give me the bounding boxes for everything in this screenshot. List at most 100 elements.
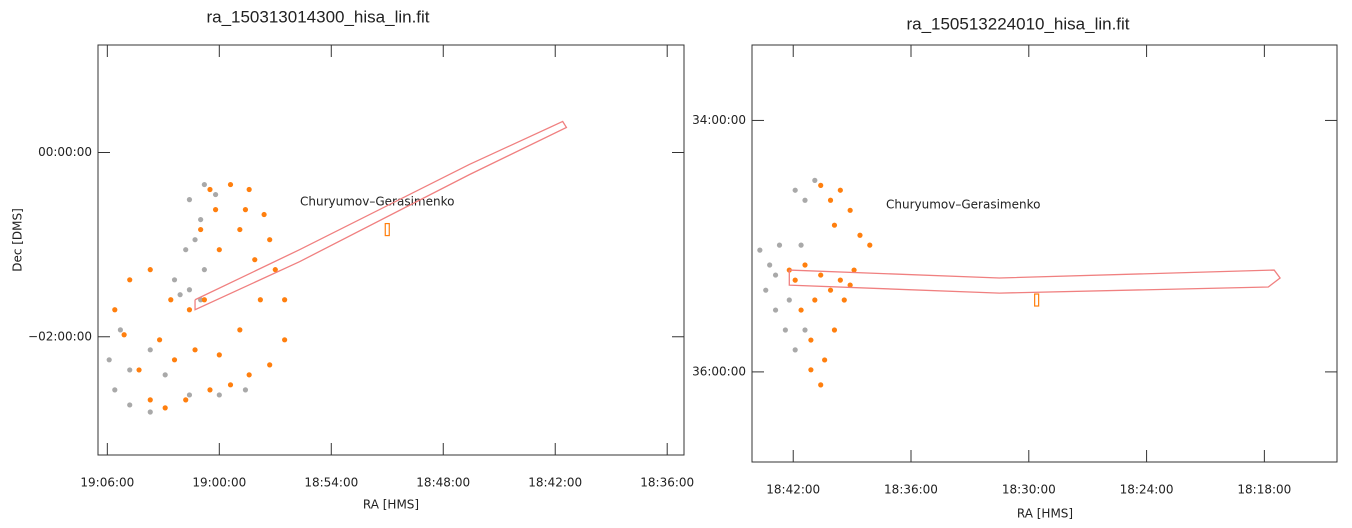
point xyxy=(851,267,857,273)
point xyxy=(186,392,193,398)
point xyxy=(282,297,288,303)
chart-title: ra_150513224010_hisa_lin.fit xyxy=(906,14,1129,33)
point xyxy=(272,267,278,273)
point xyxy=(261,211,267,218)
point xyxy=(201,181,207,188)
plot-frame xyxy=(97,44,685,456)
point xyxy=(252,257,258,263)
point xyxy=(207,387,213,393)
point xyxy=(227,382,234,388)
y-axis-label: Dec [DMS] xyxy=(11,208,25,272)
point xyxy=(186,287,193,293)
point xyxy=(183,247,189,253)
point xyxy=(831,222,838,228)
point xyxy=(127,402,133,408)
annotation: Churyumov–Gerasimenko xyxy=(886,198,1040,212)
point xyxy=(216,392,222,398)
point xyxy=(212,191,219,198)
chart-title: ra_150313014300_hisa_lin.fit xyxy=(206,7,429,26)
trail xyxy=(788,269,1281,294)
comet-marker xyxy=(1034,293,1040,307)
point xyxy=(198,226,204,233)
point xyxy=(207,186,213,193)
point xyxy=(792,187,798,193)
point xyxy=(763,287,769,293)
point xyxy=(246,186,252,193)
point xyxy=(156,337,163,343)
point xyxy=(147,409,153,415)
point xyxy=(267,362,273,368)
trail xyxy=(194,120,568,311)
point xyxy=(192,347,198,353)
point xyxy=(136,367,142,373)
point xyxy=(257,297,263,303)
point xyxy=(772,272,779,278)
point xyxy=(177,292,183,298)
point xyxy=(782,327,788,333)
x-tick-label: 18:36:00 xyxy=(640,476,694,490)
point xyxy=(168,297,174,303)
point xyxy=(186,197,193,203)
point xyxy=(183,397,189,403)
x-tick-label: 19:00:00 xyxy=(192,476,246,490)
point xyxy=(827,287,834,293)
y-tick-label: 00:00:00 xyxy=(38,145,92,159)
point xyxy=(757,247,763,253)
y-tick-label: 34:00:00 xyxy=(692,113,746,127)
point xyxy=(827,197,834,203)
point xyxy=(171,277,178,283)
point xyxy=(867,242,873,248)
point xyxy=(837,277,843,283)
y-tick-label: 36:00:00 xyxy=(692,364,746,378)
point xyxy=(812,177,818,183)
x-tick-label: 19:06:00 xyxy=(80,476,134,490)
point xyxy=(808,337,814,343)
point xyxy=(117,327,123,333)
point xyxy=(212,207,219,213)
point xyxy=(822,357,828,363)
point xyxy=(147,347,153,353)
point xyxy=(792,277,798,283)
point xyxy=(818,182,824,188)
x-axis-label: RA [HMS] xyxy=(363,498,419,512)
point xyxy=(162,405,168,411)
point xyxy=(227,181,234,188)
point xyxy=(192,237,198,243)
point xyxy=(282,337,288,343)
point xyxy=(112,307,118,313)
x-tick-label: 18:42:00 xyxy=(528,476,582,490)
point xyxy=(812,297,818,303)
comet-marker xyxy=(384,222,390,237)
point xyxy=(798,242,804,248)
x-tick-label: 18:24:00 xyxy=(1120,483,1174,497)
x-tick-label: 18:18:00 xyxy=(1237,483,1291,497)
point xyxy=(237,226,243,233)
point xyxy=(147,397,153,403)
point xyxy=(772,307,779,313)
plot-frame xyxy=(751,44,1338,463)
point xyxy=(802,197,808,203)
point xyxy=(127,277,133,283)
point xyxy=(786,297,792,303)
point xyxy=(792,347,798,353)
point xyxy=(198,297,204,303)
point xyxy=(831,327,838,333)
point xyxy=(808,367,814,373)
point xyxy=(267,237,273,243)
point xyxy=(112,387,118,393)
point xyxy=(242,387,249,393)
point xyxy=(147,267,153,273)
point xyxy=(216,247,222,253)
point xyxy=(246,372,252,378)
point xyxy=(186,307,193,313)
x-tick-label: 18:30:00 xyxy=(1002,483,1056,497)
point xyxy=(242,207,249,213)
point xyxy=(106,357,112,363)
point xyxy=(802,262,808,268)
point xyxy=(767,262,773,268)
point xyxy=(837,187,843,193)
point xyxy=(818,272,824,278)
point xyxy=(818,382,824,388)
point xyxy=(847,207,853,213)
